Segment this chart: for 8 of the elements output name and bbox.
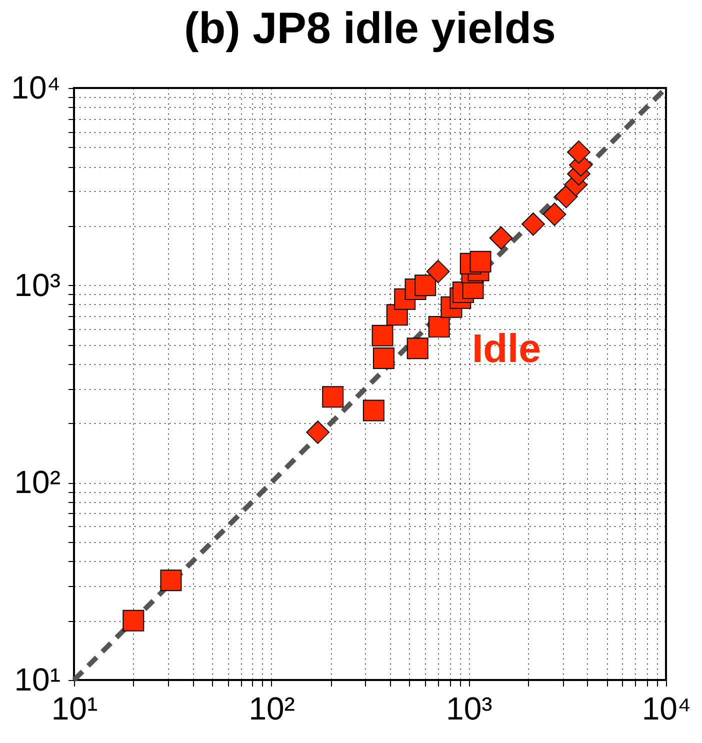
x-tick-label: 10³: [446, 690, 493, 726]
y-tick-label: 10³: [14, 266, 61, 303]
x-tick-label: 10⁴: [642, 690, 692, 726]
annotation: Idle: [472, 327, 541, 371]
chart-title: (b) JP8 idle yields: [184, 4, 556, 53]
y-tick-label: 10⁴: [11, 70, 60, 106]
y-tick-label: 10²: [14, 464, 61, 500]
x-tick-label: 10²: [248, 690, 296, 726]
